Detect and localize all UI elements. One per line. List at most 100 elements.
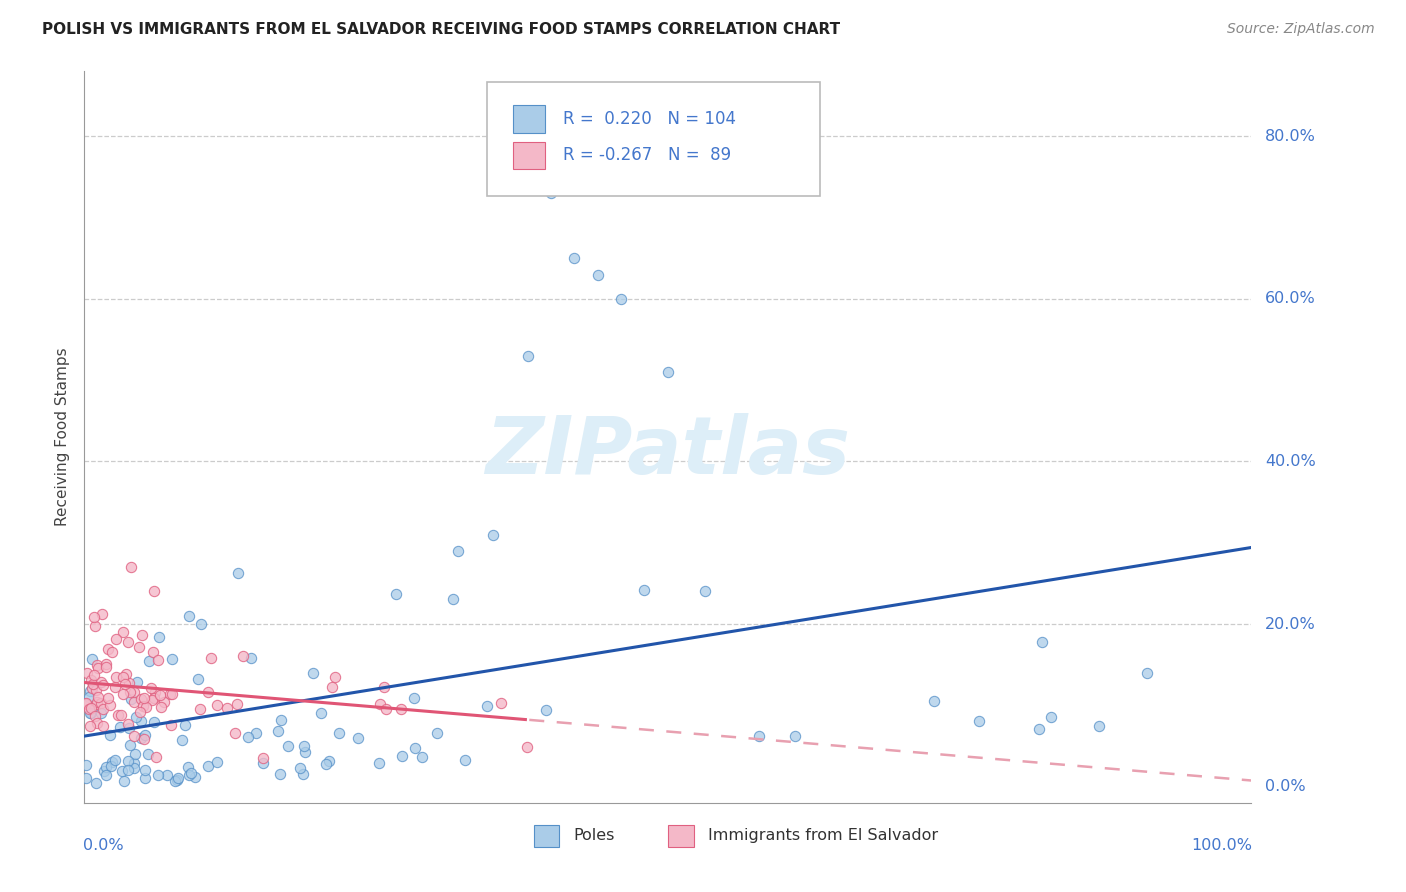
Point: [91, 607, 114, 621]
Point: [77, 690, 100, 704]
Point: [93, 764, 115, 778]
Point: [391, 749, 413, 764]
Point: [748, 729, 770, 743]
Point: [91, 678, 114, 692]
Point: [110, 708, 132, 723]
Point: [148, 653, 170, 667]
Point: [82, 677, 104, 691]
FancyBboxPatch shape: [668, 825, 693, 847]
Point: [179, 609, 201, 624]
Point: [540, 186, 562, 201]
Point: [134, 690, 156, 705]
Point: [389, 702, 412, 716]
Point: [385, 587, 408, 601]
Point: [481, 527, 505, 541]
Point: [411, 749, 433, 764]
Point: [91, 719, 114, 733]
Point: [97, 642, 120, 657]
Point: [177, 768, 200, 782]
Text: ZIPatlas: ZIPatlas: [485, 413, 851, 491]
Point: [79, 719, 101, 733]
Point: [117, 717, 139, 731]
Point: [180, 766, 202, 780]
Point: [166, 772, 188, 787]
Text: Immigrants from El Salvador: Immigrants from El Salvador: [707, 828, 938, 843]
Point: [134, 732, 156, 747]
Point: [441, 592, 464, 607]
Point: [404, 740, 426, 755]
Point: [475, 698, 498, 713]
Point: [148, 630, 170, 644]
Point: [534, 703, 557, 717]
Point: [207, 755, 229, 769]
Point: [170, 733, 193, 747]
Text: Source: ZipAtlas.com: Source: ZipAtlas.com: [1227, 22, 1375, 37]
Point: [84, 775, 107, 789]
Point: [143, 690, 166, 705]
Point: [373, 680, 395, 694]
Point: [131, 628, 153, 642]
Point: [118, 739, 141, 753]
Point: [292, 766, 315, 780]
Point: [122, 729, 145, 743]
Point: [142, 714, 165, 729]
Point: [267, 723, 290, 738]
Point: [100, 759, 122, 773]
Point: [94, 660, 117, 674]
Point: [1136, 666, 1159, 681]
FancyBboxPatch shape: [513, 142, 546, 169]
Point: [75, 697, 97, 711]
Point: [236, 730, 259, 744]
Point: [117, 764, 139, 778]
Point: [315, 756, 337, 771]
Point: [141, 693, 163, 707]
Point: [447, 544, 470, 558]
Point: [122, 761, 145, 775]
Point: [184, 770, 207, 784]
FancyBboxPatch shape: [513, 105, 546, 133]
Point: [143, 685, 166, 699]
Point: [134, 763, 156, 777]
Point: [135, 700, 157, 714]
Point: [142, 645, 165, 659]
Point: [145, 750, 167, 764]
Point: [129, 705, 152, 719]
Point: [90, 706, 112, 721]
Text: POLISH VS IMMIGRANTS FROM EL SALVADOR RECEIVING FOOD STAMPS CORRELATION CHART: POLISH VS IMMIGRANTS FROM EL SALVADOR RE…: [42, 22, 841, 37]
Point: [375, 702, 398, 716]
Point: [122, 695, 145, 709]
Point: [111, 625, 134, 640]
Point: [167, 771, 190, 785]
Text: Poles: Poles: [574, 828, 614, 843]
Point: [118, 676, 141, 690]
Point: [98, 698, 121, 713]
Point: [96, 768, 118, 782]
Point: [454, 753, 477, 767]
Point: [114, 677, 136, 691]
Point: [197, 685, 219, 699]
Point: [75, 772, 97, 786]
Text: 80.0%: 80.0%: [1265, 128, 1316, 144]
Point: [200, 651, 222, 665]
Point: [82, 652, 104, 666]
Point: [97, 691, 120, 706]
Point: [252, 751, 274, 765]
Text: R =  0.220   N = 104: R = 0.220 N = 104: [562, 110, 735, 128]
Point: [1087, 718, 1109, 732]
Point: [128, 640, 150, 654]
Text: 0.0%: 0.0%: [1265, 779, 1306, 794]
Point: [217, 701, 239, 715]
Point: [516, 739, 538, 754]
Point: [143, 584, 166, 599]
Point: [105, 632, 128, 646]
Point: [136, 747, 159, 761]
Point: [1040, 710, 1063, 724]
Point: [90, 696, 112, 710]
Point: [79, 702, 101, 716]
Point: [174, 718, 197, 732]
Point: [111, 764, 134, 778]
Point: [138, 654, 160, 668]
Point: [190, 617, 212, 632]
Point: [292, 739, 315, 754]
Point: [160, 717, 183, 731]
